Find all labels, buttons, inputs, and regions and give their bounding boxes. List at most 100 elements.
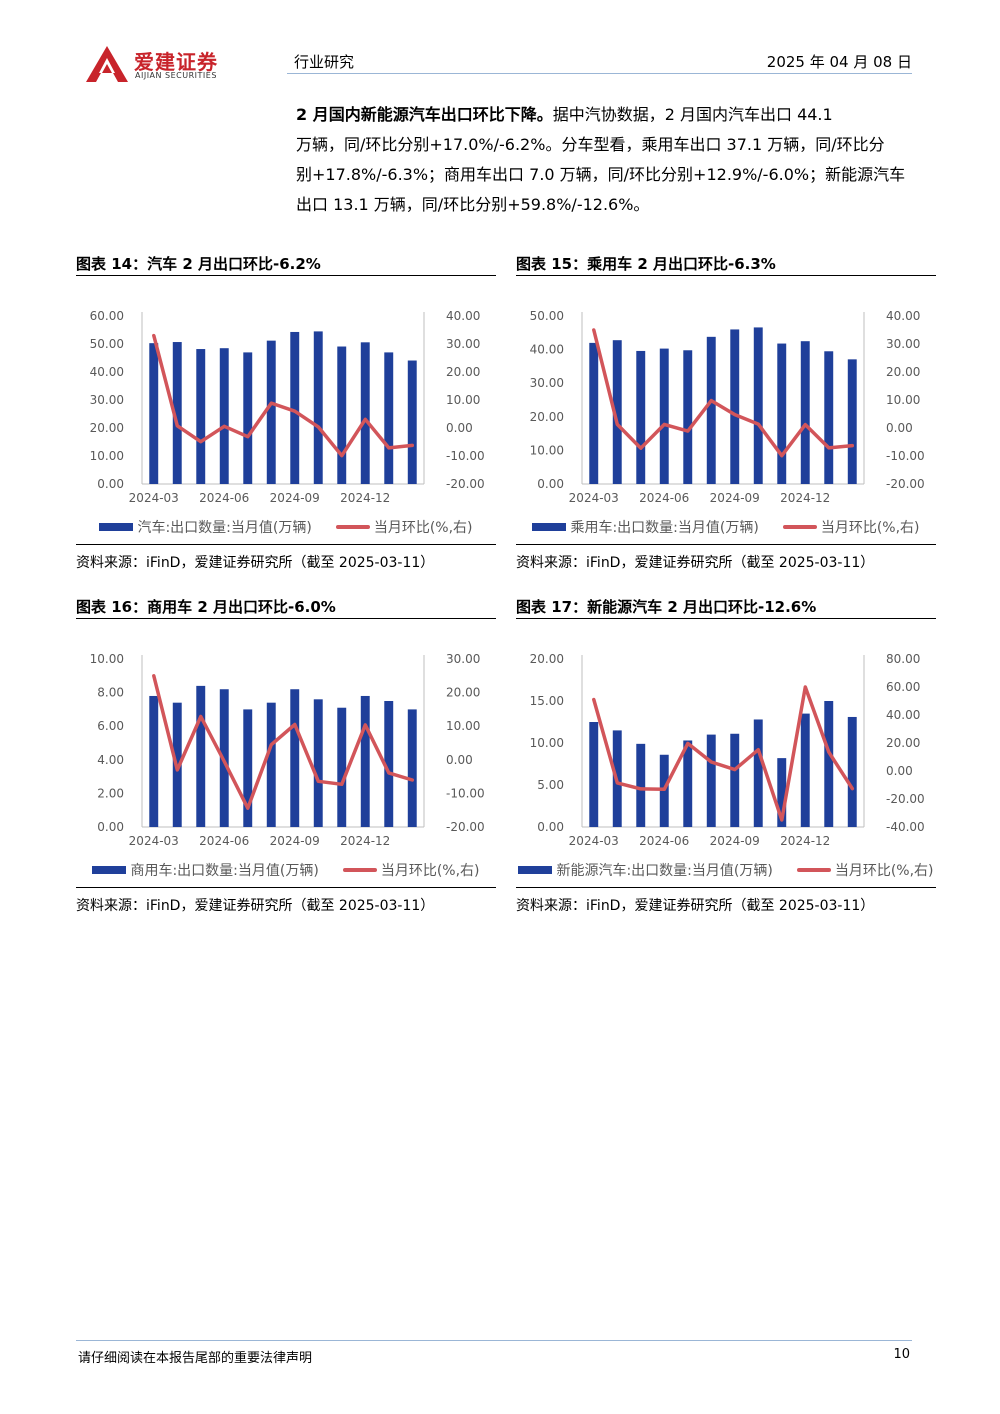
report-section: 行业研究 <box>294 53 355 71</box>
y-right-tick-label: -20.00 <box>446 820 485 834</box>
y-right-tick-label: -20.00 <box>886 792 925 806</box>
bar <box>337 346 347 484</box>
y-right-tick-label: 20.00 <box>886 365 920 379</box>
y-left-tick-label: 40.00 <box>90 365 124 379</box>
paragraph-text: 据中汽协数据，2 月国内汽车出口 44.1 <box>552 105 833 124</box>
x-tick-label: 2024-06 <box>199 491 249 505</box>
figure-title: 图表 14：汽车 2 月出口环比-6.2% <box>76 255 321 273</box>
chart-legend: 汽车:出口数量:当月值(万辆) 当月环比(%,右) <box>76 517 496 537</box>
y-right-tick-label: 10.00 <box>886 393 920 407</box>
paragraph-lead: 2 月国内新能源汽车出口环比下降。 <box>296 105 553 124</box>
y-right-tick-label: 80.00 <box>886 652 920 666</box>
figure-15: 图表 15：乘用车 2 月出口环比-6.3% 0.00 10.00 20.00 30.… <box>516 253 936 572</box>
x-tick-label: 2024-03 <box>129 491 179 505</box>
bar <box>730 329 740 484</box>
y-right-tick-label: 10.00 <box>446 719 480 733</box>
legend-item-line: 当月环比(%,右) <box>342 860 480 880</box>
y-left-tick-label: 20.00 <box>530 410 564 424</box>
figure-16: 图表 16：商用车 2 月出口环比-6.0% 0.00 2.00 4.00 6.00 8… <box>76 596 496 915</box>
figure-source: 资料来源：iFinD，爱建证券研究所（截至 2025-03-11） <box>76 555 435 571</box>
y-right-tick-label: -10.00 <box>446 449 485 463</box>
logo-text-en: AIJIAN SECURITIES <box>135 71 217 80</box>
x-tick-label: 2024-12 <box>780 834 830 848</box>
legend-line-swatch <box>796 868 831 872</box>
bar <box>196 349 206 484</box>
footer-divider <box>76 1340 912 1341</box>
chart-svg: 0.00 10.00 20.00 30.00 40.00 50.00 -20.00 -10.0… <box>530 309 925 505</box>
bar <box>172 342 182 484</box>
legend-item-line: 当月环比(%,右) <box>335 517 473 537</box>
logo-text-cn: 爱建证券 <box>134 50 218 74</box>
report-date: 2025 年 04 月 08 日 <box>766 53 912 71</box>
figure-source: 资料来源：iFinD，爱建证券研究所（截至 2025-03-11） <box>76 898 435 914</box>
y-left-tick-label: 10.00 <box>90 652 124 666</box>
chart-svg: 0.00 2.00 4.00 6.00 8.00 10.00 -20.00 -10.00 0.0… <box>90 652 485 848</box>
x-tick-label: 2024-09 <box>710 491 760 505</box>
y-left-tick-label: 10.00 <box>530 443 564 457</box>
bar <box>753 719 763 827</box>
legend-line-label: 当月环比(%,右) <box>373 520 473 536</box>
y-left-tick-label: 30.00 <box>530 376 564 390</box>
y-left-tick-label: 2.00 <box>97 786 124 800</box>
legend-bar-swatch <box>518 866 553 874</box>
bar <box>706 336 716 484</box>
x-tick-label: 2024-09 <box>270 834 320 848</box>
y-right-tick-label: -10.00 <box>446 786 485 800</box>
y-right-tick-label: 60.00 <box>886 680 920 694</box>
y-right-tick-label: 40.00 <box>886 708 920 722</box>
y-left-tick-label: 0.00 <box>537 477 564 491</box>
legend-item-bar: 新能源汽车:出口数量:当月值(万辆) <box>518 860 773 880</box>
figure-rule <box>516 618 936 619</box>
footer-disclaimer: 请仔细阅读在本报告尾部的重要法律声明 <box>78 1351 313 1366</box>
legend-item-line: 当月环比(%,右) <box>782 517 920 537</box>
bar <box>777 758 787 827</box>
y-right-tick-label: 0.00 <box>886 421 913 435</box>
x-tick-label: 2024-09 <box>710 834 760 848</box>
series-line <box>592 685 855 822</box>
series-line <box>152 333 415 458</box>
bar <box>337 707 347 827</box>
y-right-tick-label: -20.00 <box>446 477 485 491</box>
bar <box>589 722 599 827</box>
bar <box>683 350 693 484</box>
company-logo: 爱建证券 AIJIAN SECURITIES <box>84 44 234 84</box>
bar <box>313 331 323 484</box>
y-left-tick-label: 4.00 <box>97 753 124 767</box>
bar <box>290 331 300 484</box>
y-right-tick-label: 0.00 <box>446 421 473 435</box>
y-right-tick-label: 0.00 <box>886 764 913 778</box>
page-number: 10 <box>893 1347 910 1362</box>
bar <box>149 695 159 827</box>
bar <box>219 348 229 484</box>
chart-svg: 0.00 5.00 10.00 15.00 20.00 -40.00 -20.00 0.00 2… <box>530 652 925 848</box>
bar <box>384 701 394 827</box>
y-left-tick-label: 50.00 <box>530 309 564 323</box>
bar <box>659 348 669 484</box>
legend-item-line: 当月环比(%,右) <box>796 860 934 880</box>
chart-legend: 新能源汽车:出口数量:当月值(万辆) 当月环比(%,右) <box>516 860 936 880</box>
figure-rule <box>516 887 936 888</box>
y-left-tick-label: 15.00 <box>530 694 564 708</box>
figure-rule <box>516 275 936 276</box>
x-tick-label: 2024-03 <box>569 834 619 848</box>
legend-line-label: 当月环比(%,右) <box>380 863 480 879</box>
bar <box>360 695 370 827</box>
figure-title: 图表 16：商用车 2 月出口环比-6.0% <box>76 598 336 616</box>
bar <box>589 342 599 484</box>
y-right-tick-label: 30.00 <box>446 337 480 351</box>
paragraph-line: 万辆，同/环比分别+17.0%/-6.2%。分车型看，乘用车出口 37.1 万辆… <box>296 135 885 154</box>
figure-title: 图表 17：新能源汽车 2 月出口环比-12.6% <box>516 598 817 616</box>
chart-passenger-car-exports: 0.00 10.00 20.00 30.00 40.00 50.00 -20.00 -10.0… <box>516 276 936 544</box>
y-right-tick-label: 20.00 <box>446 365 480 379</box>
bar <box>847 716 857 827</box>
bar <box>706 734 716 827</box>
y-right-tick-label: -40.00 <box>886 820 925 834</box>
bar <box>313 699 323 827</box>
logo-mark-icon <box>86 46 128 82</box>
bar <box>800 713 810 827</box>
bar <box>777 343 787 484</box>
paragraph-line: 别+17.8%/-6.3%；商用车出口 7.0 万辆，同/环比分别+12.9%/… <box>296 165 906 184</box>
chart-commercial-vehicle-exports: 0.00 2.00 4.00 6.00 8.00 10.00 -20.00 -10.00 0.0… <box>76 619 496 887</box>
y-right-tick-label: 40.00 <box>446 309 480 323</box>
y-right-tick-label: -20.00 <box>886 477 925 491</box>
